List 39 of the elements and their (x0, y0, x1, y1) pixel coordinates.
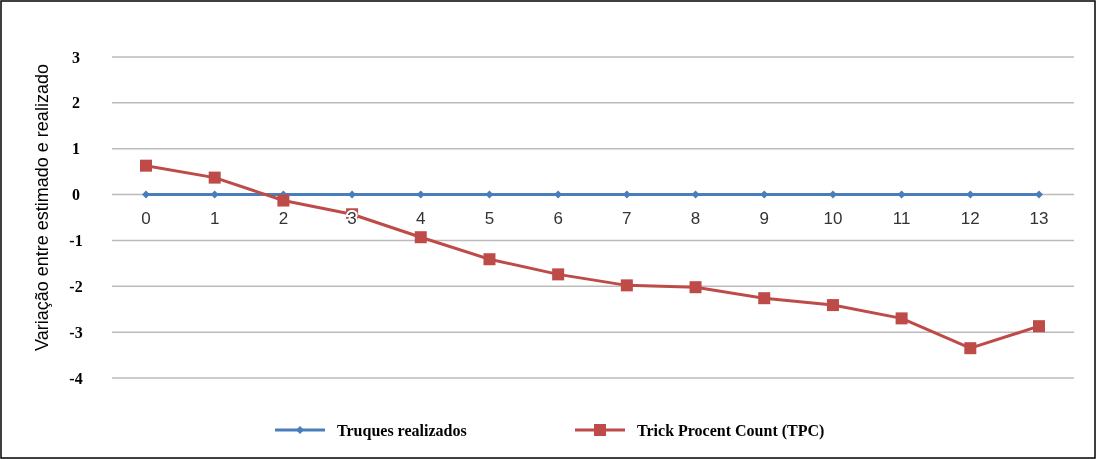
y-tick-label: 0 (72, 186, 80, 204)
point (1033, 320, 1045, 333)
point (826, 299, 839, 312)
point (142, 190, 150, 199)
x-tick-label: 2 (278, 208, 289, 228)
x-tick-label: 13 (1029, 208, 1049, 228)
x-tick-label: 12 (960, 208, 980, 228)
x-tick-label: 5 (484, 208, 495, 228)
x-tick-label: 0 (141, 208, 151, 228)
y-tick-label: 3 (72, 48, 80, 66)
x-tick-label: 6 (553, 208, 563, 228)
point (758, 292, 771, 305)
x-tick-label: 11 (892, 208, 911, 228)
y-tick-label: -4 (69, 369, 83, 387)
x-tick-label: 10 (823, 208, 843, 228)
x-tick-label: 1 (209, 208, 220, 228)
point (895, 312, 908, 325)
legend-label: Trick Procent Count (TPC) (637, 421, 825, 440)
point (414, 231, 427, 244)
point (140, 159, 152, 172)
point (552, 268, 565, 281)
x-tick-label: 7 (622, 208, 632, 228)
point (483, 253, 496, 266)
x-tick-label: 8 (690, 208, 701, 228)
y-tick-label: -1 (69, 232, 83, 250)
point (1035, 190, 1043, 199)
point (208, 171, 221, 184)
point (620, 279, 633, 292)
y-tick-label: -2 (69, 277, 83, 295)
y-tick-label: 1 (72, 140, 80, 158)
x-tick-label: 4 (416, 208, 426, 228)
point (689, 281, 702, 294)
y-tick-label: 2 (72, 94, 80, 112)
y-tick-label: -3 (69, 323, 83, 341)
legend-label: Truques realizados (337, 421, 467, 440)
point (964, 342, 977, 355)
x-tick-label: 9 (759, 208, 769, 228)
y-axis-title: Variação entre estimado e realizado (32, 64, 52, 351)
point (277, 194, 290, 207)
